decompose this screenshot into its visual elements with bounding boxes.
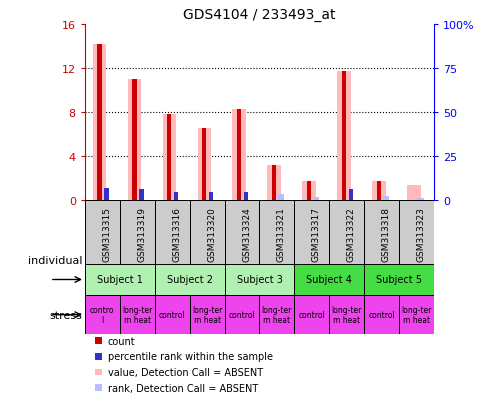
Text: GSM313321: GSM313321 [276, 206, 286, 261]
Bar [224, 200, 259, 264]
Bar [104, 189, 108, 200]
Bar [162, 115, 176, 200]
Bar [92, 45, 106, 200]
Text: Subject 2: Subject 2 [166, 275, 212, 285]
Text: rank, Detection Call = ABSENT: rank, Detection Call = ABSENT [107, 383, 257, 393]
Bar [232, 109, 245, 200]
Bar [224, 264, 294, 295]
Bar [272, 165, 276, 200]
Bar [237, 109, 241, 200]
Bar [376, 182, 380, 200]
Text: control: control [228, 311, 255, 319]
Text: individual: individual [28, 255, 82, 265]
Bar [371, 182, 385, 200]
Text: control: control [367, 311, 394, 319]
Bar [197, 129, 211, 200]
Bar [398, 200, 433, 264]
Bar [417, 198, 424, 200]
Bar [363, 264, 433, 295]
Text: long-ter
m heat: long-ter m heat [401, 305, 431, 325]
Bar [174, 192, 178, 200]
Text: stress: stress [49, 310, 82, 320]
Title: GDS4104 / 233493_at: GDS4104 / 233493_at [183, 8, 335, 22]
Bar [154, 200, 189, 264]
Text: Subject 3: Subject 3 [236, 275, 282, 285]
Bar [306, 182, 311, 200]
Bar [85, 264, 154, 295]
Text: percentile rank within the sample: percentile rank within the sample [107, 351, 272, 361]
Bar [294, 295, 329, 335]
Bar [154, 264, 224, 295]
Bar [120, 200, 154, 264]
Text: long-ter
m heat: long-ter m heat [122, 305, 152, 325]
Bar [329, 295, 363, 335]
Bar [154, 295, 189, 335]
Text: control: control [158, 311, 185, 319]
Text: Subject 4: Subject 4 [306, 275, 351, 285]
Text: value, Detection Call = ABSENT: value, Detection Call = ABSENT [107, 367, 262, 377]
Bar [363, 295, 398, 335]
Text: GSM313322: GSM313322 [346, 206, 355, 261]
Bar [267, 165, 280, 200]
Bar [202, 129, 206, 200]
Bar [139, 190, 143, 200]
Bar [127, 80, 141, 200]
Bar [336, 72, 350, 200]
Text: GSM313315: GSM313315 [102, 206, 111, 261]
Text: GSM313318: GSM313318 [381, 206, 390, 261]
Bar [363, 200, 398, 264]
Text: GSM313319: GSM313319 [137, 206, 146, 261]
Text: long-ter
m heat: long-ter m heat [261, 305, 291, 325]
Bar [348, 189, 352, 200]
Bar [209, 193, 213, 200]
Bar [302, 182, 315, 200]
Bar [120, 295, 154, 335]
Bar [189, 200, 224, 264]
Text: GSM313317: GSM313317 [311, 206, 320, 261]
Bar [398, 295, 433, 335]
Bar [167, 115, 171, 200]
Text: Subject 1: Subject 1 [97, 275, 142, 285]
Text: long-ter
m heat: long-ter m heat [192, 305, 222, 325]
Bar [189, 295, 224, 335]
Bar [259, 200, 294, 264]
Bar [97, 45, 102, 200]
Bar [312, 198, 319, 200]
Bar [132, 80, 136, 200]
Text: count: count [107, 336, 135, 346]
Bar [85, 200, 120, 264]
Bar [259, 295, 294, 335]
Bar [329, 200, 363, 264]
Bar [382, 197, 389, 200]
Text: GSM313316: GSM313316 [172, 206, 181, 261]
Bar [277, 195, 284, 200]
Text: contro
l: contro l [90, 305, 114, 325]
Bar [243, 192, 248, 200]
Bar [224, 295, 259, 335]
Bar [294, 264, 363, 295]
Text: GSM313324: GSM313324 [242, 206, 251, 261]
Text: Subject 5: Subject 5 [376, 275, 421, 285]
Text: control: control [298, 311, 325, 319]
Bar [294, 200, 329, 264]
Text: GSM313320: GSM313320 [207, 206, 216, 261]
Bar [85, 295, 120, 335]
Text: long-ter
m heat: long-ter m heat [331, 305, 361, 325]
Bar [341, 72, 346, 200]
Text: GSM313323: GSM313323 [416, 206, 425, 261]
Bar [406, 186, 420, 200]
